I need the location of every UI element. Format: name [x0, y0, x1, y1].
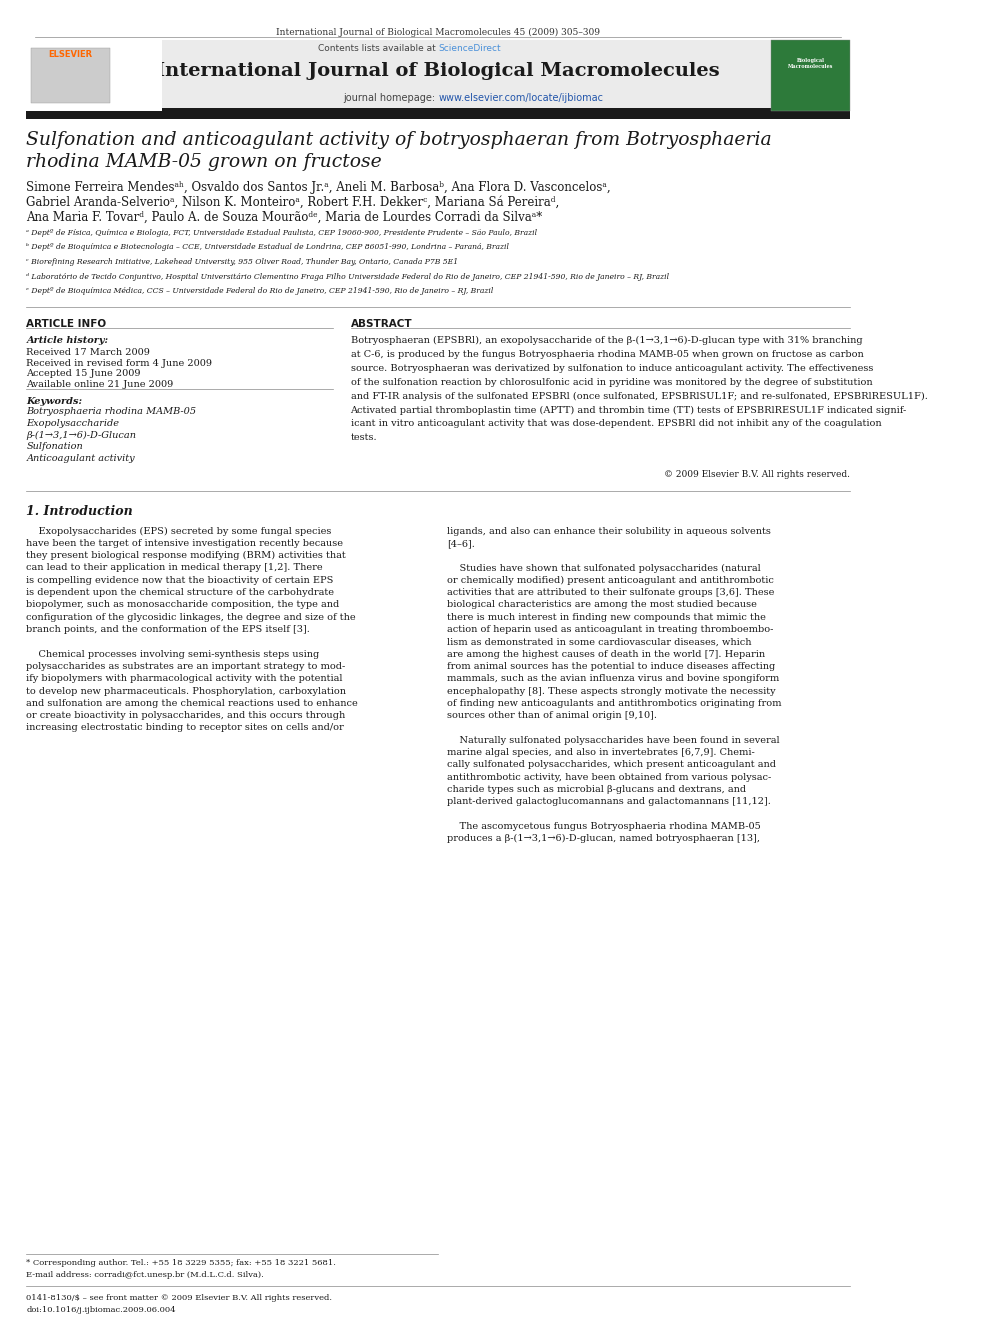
- Text: doi:10.1016/j.ijbiomac.2009.06.004: doi:10.1016/j.ijbiomac.2009.06.004: [27, 1306, 176, 1314]
- Text: Exopolysaccharides (EPS) secreted by some fungal species: Exopolysaccharides (EPS) secreted by som…: [27, 527, 331, 536]
- Text: β-(1→3,1→6)-D-Glucan: β-(1→3,1→6)-D-Glucan: [27, 431, 136, 439]
- FancyBboxPatch shape: [27, 40, 850, 111]
- Text: they present biological response modifying (BRM) activities that: they present biological response modifyi…: [27, 552, 346, 560]
- Text: Received in revised form 4 June 2009: Received in revised form 4 June 2009: [27, 359, 212, 368]
- Text: there is much interest in finding new compounds that mimic the: there is much interest in finding new co…: [447, 613, 766, 622]
- Text: action of heparin used as anticoagulant in treating thromboembo-: action of heparin used as anticoagulant …: [447, 624, 774, 634]
- Text: increasing electrostatic binding to receptor sites on cells and/or: increasing electrostatic binding to rece…: [27, 724, 344, 733]
- Text: ELSEVIER: ELSEVIER: [48, 50, 92, 60]
- Text: Contents lists available at: Contents lists available at: [317, 44, 438, 53]
- Text: Botryosphaeria rhodina MAMB-05: Botryosphaeria rhodina MAMB-05: [27, 407, 196, 417]
- Text: journal homepage:: journal homepage:: [343, 93, 438, 103]
- Text: lism as demonstrated in some cardiovascular diseases, which: lism as demonstrated in some cardiovascu…: [447, 638, 752, 647]
- FancyBboxPatch shape: [27, 40, 162, 111]
- Text: Sulfonation and anticoagulant activity of botryosphaeran from Botryosphaeria: Sulfonation and anticoagulant activity o…: [27, 131, 772, 149]
- Text: ABSTRACT: ABSTRACT: [350, 319, 413, 329]
- Text: icant in vitro anticoagulant activity that was dose-dependent. EPSBRl did not in: icant in vitro anticoagulant activity th…: [350, 419, 881, 429]
- Text: biopolymer, such as monosaccharide composition, the type and: biopolymer, such as monosaccharide compo…: [27, 601, 339, 610]
- Text: and FT-IR analysis of the sulfonated EPSBRl (once sulfonated, EPSBRlSUL1F; and r: and FT-IR analysis of the sulfonated EPS…: [350, 392, 928, 401]
- Text: from animal sources has the potential to induce diseases affecting: from animal sources has the potential to…: [447, 662, 775, 671]
- Text: or create bioactivity in polysaccharides, and this occurs through: or create bioactivity in polysaccharides…: [27, 712, 345, 720]
- Text: to develop new pharmaceuticals. Phosphorylation, carboxylation: to develop new pharmaceuticals. Phosphor…: [27, 687, 346, 696]
- Text: Studies have shown that sulfonated polysaccharides (natural: Studies have shown that sulfonated polys…: [447, 564, 761, 573]
- Text: Chemical processes involving semi-synthesis steps using: Chemical processes involving semi-synthe…: [27, 650, 319, 659]
- Text: E-mail address: corradi@fct.unesp.br (M.d.L.C.d. Silva).: E-mail address: corradi@fct.unesp.br (M.…: [27, 1271, 264, 1279]
- Text: www.elsevier.com/locate/ijbiomac: www.elsevier.com/locate/ijbiomac: [438, 93, 603, 103]
- Text: cally sulfonated polysaccharides, which present anticoagulant and: cally sulfonated polysaccharides, which …: [447, 761, 776, 770]
- Text: The ascomycetous fungus Botryosphaeria rhodina MAMB-05: The ascomycetous fungus Botryosphaeria r…: [447, 822, 761, 831]
- Text: Sulfonation: Sulfonation: [27, 442, 83, 451]
- Text: Anticoagulant activity: Anticoagulant activity: [27, 454, 135, 463]
- Text: International Journal of Biological Macromolecules: International Journal of Biological Macr…: [157, 62, 720, 81]
- Text: are among the highest causes of death in the world [7]. Heparin: are among the highest causes of death in…: [447, 650, 765, 659]
- Text: ARTICLE INFO: ARTICLE INFO: [27, 319, 106, 329]
- Text: at C-6, is produced by the fungus Botryosphaeria rhodina MAMB-05 when grown on f: at C-6, is produced by the fungus Botryo…: [350, 349, 863, 359]
- Text: © 2009 Elsevier B.V. All rights reserved.: © 2009 Elsevier B.V. All rights reserved…: [664, 470, 850, 479]
- Text: polysaccharides as substrates are an important strategy to mod-: polysaccharides as substrates are an imp…: [27, 662, 345, 671]
- Text: ify biopolymers with pharmacological activity with the potential: ify biopolymers with pharmacological act…: [27, 675, 343, 683]
- Text: Ana Maria F. Tovarᵈ, Paulo A. de Souza Mourãoᵈᵉ, Maria de Lourdes Corradi da Sil: Ana Maria F. Tovarᵈ, Paulo A. de Souza M…: [27, 210, 543, 224]
- Text: can lead to their application in medical therapy [1,2]. There: can lead to their application in medical…: [27, 564, 323, 573]
- FancyBboxPatch shape: [27, 108, 850, 119]
- Text: International Journal of Biological Macromolecules 45 (2009) 305–309: International Journal of Biological Macr…: [276, 28, 600, 37]
- Text: produces a β-(1→3,1→6)-D-glucan, named botryosphaeran [13],: produces a β-(1→3,1→6)-D-glucan, named b…: [447, 835, 760, 843]
- Text: and sulfonation are among the chemical reactions used to enhance: and sulfonation are among the chemical r…: [27, 699, 358, 708]
- Text: ᵃ Deptº de Física, Química e Biologia, FCT, Universidade Estadual Paulista, CEP : ᵃ Deptº de Física, Química e Biologia, F…: [27, 229, 538, 237]
- Text: * Corresponding author. Tel.: +55 18 3229 5355; fax: +55 18 3221 5681.: * Corresponding author. Tel.: +55 18 322…: [27, 1259, 336, 1267]
- Text: antithrombotic activity, have been obtained from various polysac-: antithrombotic activity, have been obtai…: [447, 773, 771, 782]
- Text: have been the target of intensive investigation recently because: have been the target of intensive invest…: [27, 538, 343, 548]
- Text: charide types such as microbial β-glucans and dextrans, and: charide types such as microbial β-glucan…: [447, 785, 746, 794]
- Text: ScienceDirect: ScienceDirect: [438, 44, 501, 53]
- Text: 1. Introduction: 1. Introduction: [27, 505, 133, 519]
- Text: Naturally sulfonated polysaccharides have been found in several: Naturally sulfonated polysaccharides hav…: [447, 736, 780, 745]
- Text: ligands, and also can enhance their solubility in aqueous solvents: ligands, and also can enhance their solu…: [447, 527, 771, 536]
- Text: ᵇ Deptº de Bioquímica e Biotecnologia – CCE, Universidade Estadual de Londrina, : ᵇ Deptº de Bioquímica e Biotecnologia – …: [27, 243, 509, 251]
- Text: Activated partial thromboplastin time (APTT) and thrombin time (TT) tests of EPS: Activated partial thromboplastin time (A…: [350, 405, 907, 414]
- Text: ᵉ Deptº de Bioquímica Médica, CCS – Universidade Federal do Rio de Janeiro, CEP : ᵉ Deptº de Bioquímica Médica, CCS – Univ…: [27, 287, 494, 295]
- Text: or chemically modified) present anticoagulant and antithrombotic: or chemically modified) present anticoag…: [447, 576, 774, 585]
- Text: ᶜ Biorefining Research Initiative, Lakehead University, 955 Oliver Road, Thunder: ᶜ Biorefining Research Initiative, Lakeh…: [27, 258, 458, 266]
- Text: Simone Ferreira Mendesᵃʰ, Osvaldo dos Santos Jr.ᵃ, Aneli M. Barbosaᵇ, Ana Flora : Simone Ferreira Mendesᵃʰ, Osvaldo dos Sa…: [27, 181, 611, 194]
- Text: biological characteristics are among the most studied because: biological characteristics are among the…: [447, 601, 757, 610]
- FancyBboxPatch shape: [771, 40, 850, 111]
- Text: plant-derived galactoglucomannans and galactomannans [11,12].: plant-derived galactoglucomannans and ga…: [447, 798, 771, 806]
- Text: source. Botryosphaeran was derivatized by sulfonation to induce anticoagulant ac: source. Botryosphaeran was derivatized b…: [350, 364, 873, 373]
- Text: Exopolysaccharide: Exopolysaccharide: [27, 419, 119, 429]
- Text: activities that are attributed to their sulfonate groups [3,6]. These: activities that are attributed to their …: [447, 587, 775, 597]
- FancyBboxPatch shape: [31, 48, 109, 103]
- Text: tests.: tests.: [350, 434, 377, 442]
- Text: sources other than of animal origin [9,10].: sources other than of animal origin [9,1…: [447, 712, 657, 720]
- Text: Botryosphaeran (EPSBRl), an exopolysaccharide of the β-(1→3,1→6)-D-glucan type w: Botryosphaeran (EPSBRl), an exopolysacch…: [350, 336, 862, 345]
- Text: Biological
Macromolecules: Biological Macromolecules: [788, 58, 833, 69]
- Text: marine algal species, and also in invertebrates [6,7,9]. Chemi-: marine algal species, and also in invert…: [447, 747, 755, 757]
- Text: Article history:: Article history:: [27, 336, 108, 345]
- Text: Keywords:: Keywords:: [27, 397, 82, 406]
- Text: rhodina MAMB-05 grown on fructose: rhodina MAMB-05 grown on fructose: [27, 153, 382, 172]
- Text: encephalopathy [8]. These aspects strongly motivate the necessity: encephalopathy [8]. These aspects strong…: [447, 687, 776, 696]
- Text: Accepted 15 June 2009: Accepted 15 June 2009: [27, 369, 141, 378]
- Text: [4–6].: [4–6].: [447, 538, 475, 548]
- Text: is compelling evidence now that the bioactivity of certain EPS: is compelling evidence now that the bioa…: [27, 576, 333, 585]
- Text: ᵈ Laboratório de Tecido Conjuntivo, Hospital Universitário Clementino Fraga Filh: ᵈ Laboratório de Tecido Conjuntivo, Hosp…: [27, 273, 670, 280]
- Text: mammals, such as the avian influenza virus and bovine spongiform: mammals, such as the avian influenza vir…: [447, 675, 780, 683]
- Text: branch points, and the conformation of the EPS itself [3].: branch points, and the conformation of t…: [27, 624, 310, 634]
- Text: configuration of the glycosidic linkages, the degree and size of the: configuration of the glycosidic linkages…: [27, 613, 356, 622]
- Text: Gabriel Aranda-Selverioᵃ, Nilson K. Monteiroᵃ, Robert F.H. Dekkerᶜ, Mariana Sá P: Gabriel Aranda-Selverioᵃ, Nilson K. Mont…: [27, 196, 559, 209]
- Text: is dependent upon the chemical structure of the carbohydrate: is dependent upon the chemical structure…: [27, 587, 334, 597]
- Text: Received 17 March 2009: Received 17 March 2009: [27, 348, 150, 357]
- Text: of the sulfonation reaction by chlorosulfonic acid in pyridine was monitored by : of the sulfonation reaction by chlorosul…: [350, 378, 872, 386]
- Text: 0141-8130/$ – see front matter © 2009 Elsevier B.V. All rights reserved.: 0141-8130/$ – see front matter © 2009 El…: [27, 1294, 332, 1302]
- Text: Available online 21 June 2009: Available online 21 June 2009: [27, 380, 174, 389]
- Text: of finding new anticoagulants and antithrombotics originating from: of finding new anticoagulants and antith…: [447, 699, 782, 708]
